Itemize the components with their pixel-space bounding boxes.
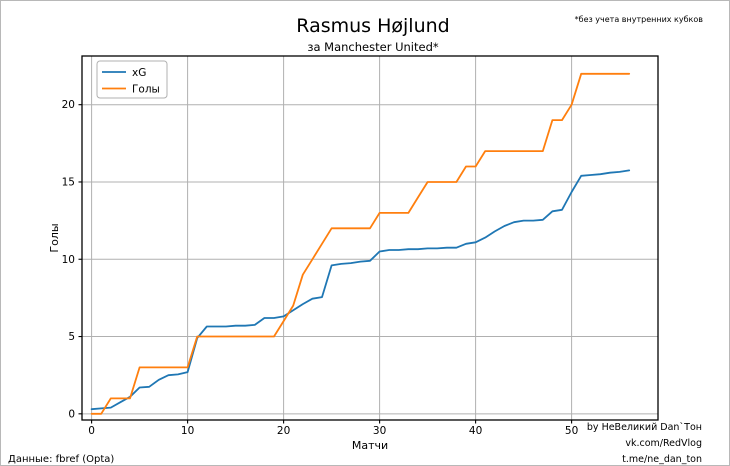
x-tick-label: 10 [181,425,194,437]
y-tick-label: 10 [62,254,75,266]
source-note: Данные: fbref (Opta) [8,454,114,465]
y-tick-label: 20 [62,99,75,111]
gridlines [82,56,658,420]
annotation-note: *без учета внутренних кубков [575,15,704,24]
credit-byline: by НеВеликий Dan`Тон [587,422,702,433]
chart-title: Rasmus Højlund [296,15,449,37]
xg-line [90,169,631,411]
axis-ticks [78,104,573,424]
legend-label-goals: Голы [132,84,160,96]
plot-area [82,56,658,420]
legend-label-xg: xG [132,67,146,79]
series-lines [90,72,631,415]
x-axis-label: Матчи [352,439,388,452]
y-tick-label: 5 [68,331,75,343]
credit-telegram-link: t.me/ne_dan_ton [622,454,702,465]
chart-subtitle: за Manchester United* [307,40,439,54]
y-axis-label: Голы [48,223,61,252]
x-tick-label: 0 [88,425,95,437]
credit-vk-link: vk.com/RedVlog [625,438,702,449]
x-tick-label: 40 [469,425,482,437]
axes-spines [81,55,659,421]
x-tick-label: 50 [565,425,578,437]
y-tick-label: 15 [62,176,75,188]
x-tick-label: 30 [373,425,386,437]
axis-tick-labels: 0 10 20 30 40 50 0 5 10 15 20 [62,99,579,437]
legend: xG Голы [96,60,168,99]
y-tick-label: 0 [68,408,75,420]
goals-line [90,72,631,415]
x-tick-label: 20 [277,425,290,437]
